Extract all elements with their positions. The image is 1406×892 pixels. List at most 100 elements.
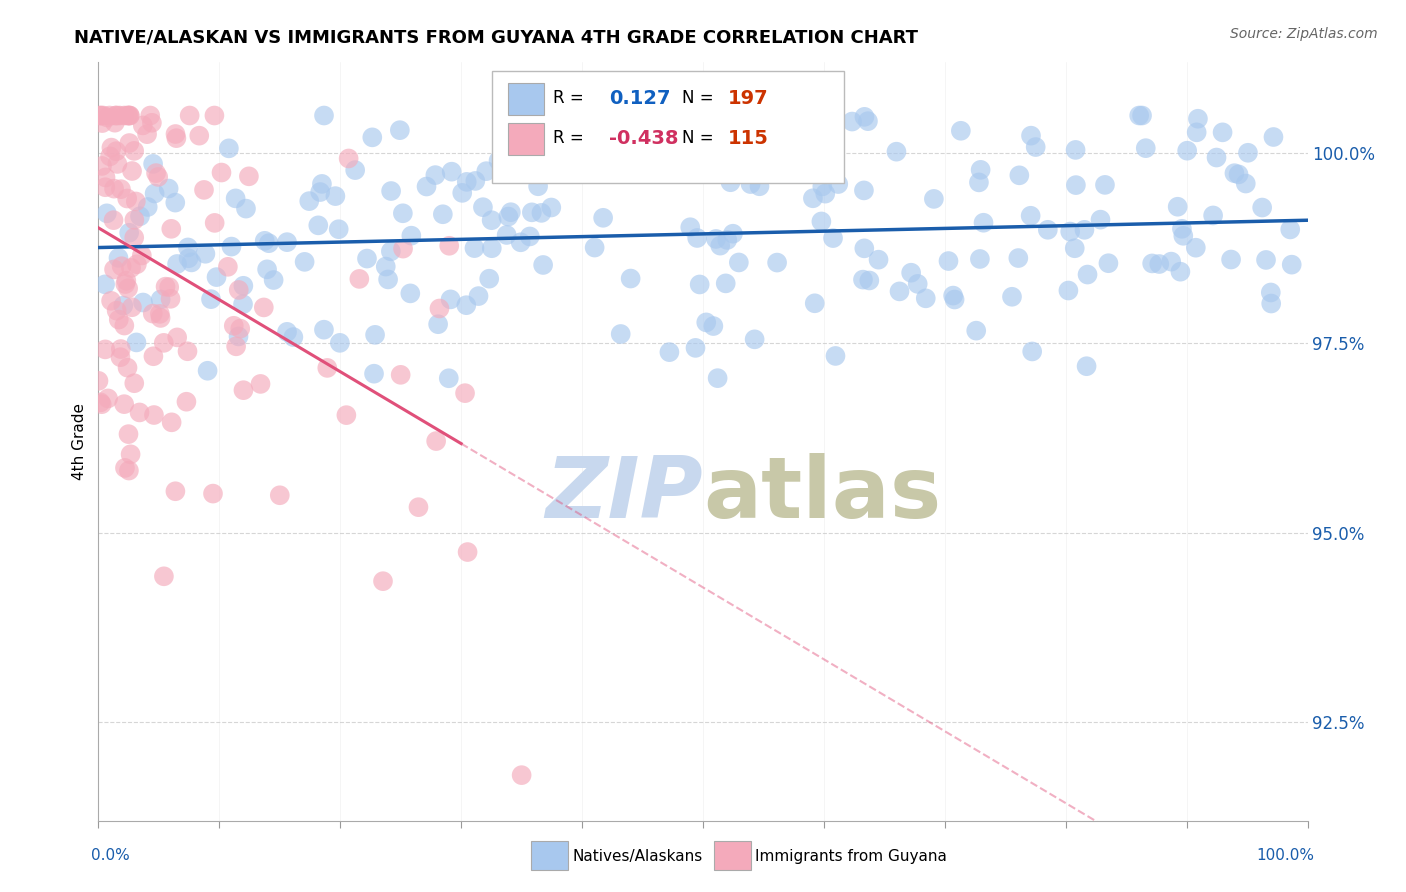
Point [1008, 169, 1031, 183]
Point [118, 464, 141, 478]
Point [1135, 141, 1157, 155]
Point [165, 195, 187, 210]
Point [1205, 151, 1227, 165]
Point [1185, 241, 1208, 255]
Point [907, 277, 929, 291]
Point [1185, 125, 1208, 139]
Point [519, 229, 541, 244]
Point [269, 488, 291, 502]
Point [103, 213, 125, 227]
Point [457, 545, 479, 559]
Point [1263, 130, 1285, 145]
Point [1281, 258, 1303, 272]
Point [112, 109, 135, 123]
Point [592, 211, 614, 225]
Point [439, 239, 461, 253]
Point [177, 252, 200, 266]
Point [94, 180, 117, 194]
Text: 0.0%: 0.0% [91, 848, 131, 863]
Point [841, 114, 863, 128]
Point [344, 163, 367, 178]
Point [128, 405, 150, 419]
Point [463, 241, 485, 255]
Point [803, 296, 825, 310]
Point [110, 259, 132, 273]
Point [145, 166, 167, 180]
Point [721, 227, 744, 241]
Point [204, 109, 226, 123]
Point [702, 319, 724, 334]
Point [363, 367, 385, 381]
Point [467, 289, 489, 303]
Point [464, 174, 486, 188]
Point [165, 484, 187, 499]
Point [180, 255, 202, 269]
Point [1173, 228, 1195, 243]
Point [104, 109, 127, 123]
Point [232, 278, 254, 293]
Point [716, 233, 738, 247]
Point [117, 360, 139, 375]
Text: -0.438: -0.438 [609, 128, 678, 148]
Point [309, 185, 332, 199]
Point [125, 335, 148, 350]
Point [364, 327, 387, 342]
Point [853, 110, 876, 124]
Point [766, 255, 789, 269]
Point [94, 277, 117, 292]
Point [107, 251, 129, 265]
Point [125, 257, 148, 271]
Point [89, 109, 111, 123]
Point [1064, 178, 1087, 193]
Point [1251, 201, 1274, 215]
Point [1097, 256, 1119, 270]
Point [103, 262, 125, 277]
Point [103, 181, 125, 195]
Point [142, 349, 165, 363]
Point [311, 177, 333, 191]
Point [238, 169, 260, 184]
Point [337, 152, 360, 166]
Point [97, 392, 120, 406]
Point [801, 191, 824, 205]
Point [312, 109, 335, 123]
Point [122, 230, 145, 244]
Point [89, 395, 111, 409]
Point [166, 330, 188, 344]
Point [298, 194, 321, 208]
Point [90, 109, 112, 123]
Point [949, 124, 972, 138]
Point [118, 109, 141, 123]
Point [349, 272, 371, 286]
Point [922, 192, 945, 206]
Point [1025, 140, 1047, 154]
Point [1076, 359, 1098, 374]
Point [392, 206, 415, 220]
Point [205, 270, 228, 285]
Point [380, 184, 402, 198]
Point [1187, 112, 1209, 126]
Point [165, 131, 187, 145]
Text: Natives/Alaskans: Natives/Alaskans [572, 849, 703, 863]
Point [118, 109, 141, 123]
Point [263, 273, 285, 287]
Point [235, 202, 257, 216]
Point [889, 285, 911, 299]
Point [1021, 344, 1043, 359]
Point [143, 408, 166, 422]
Point [758, 134, 780, 148]
Point [540, 201, 562, 215]
Point [1223, 166, 1246, 180]
Point [495, 227, 517, 242]
Point [821, 231, 844, 245]
Point [1167, 200, 1189, 214]
Point [160, 415, 183, 429]
Point [120, 260, 142, 275]
Text: Immigrants from Guyana: Immigrants from Guyana [755, 849, 946, 863]
Point [148, 169, 170, 184]
Point [155, 279, 177, 293]
Point [427, 317, 450, 331]
Y-axis label: 4th Grade: 4th Grade [72, 403, 87, 480]
Point [200, 292, 222, 306]
Point [100, 293, 122, 308]
